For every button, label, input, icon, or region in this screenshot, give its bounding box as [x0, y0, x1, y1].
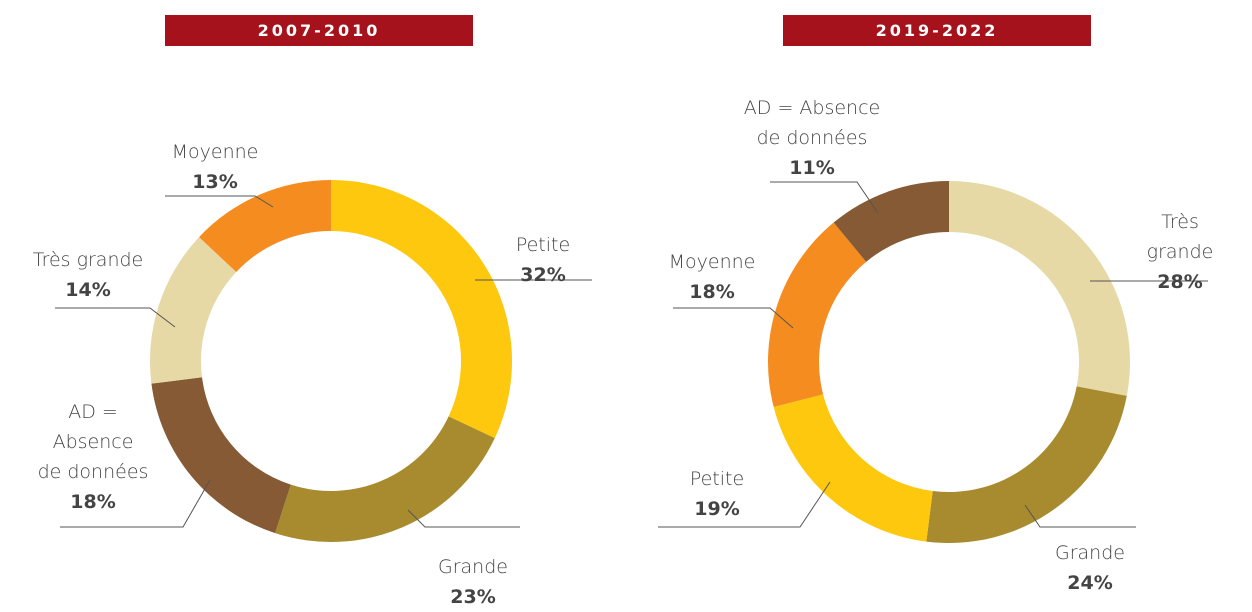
leader-line	[673, 307, 794, 329]
segment-label: Moyenne 13%	[172, 137, 259, 197]
donut-segment	[773, 394, 933, 542]
value-label: 32%	[520, 264, 566, 286]
segment-label: Petite 32%	[516, 230, 570, 290]
segment-label: Moyenne 18%	[669, 247, 756, 307]
category-label: Petite	[689, 468, 745, 490]
charts	[55, 180, 1208, 543]
segment-label: Très grande 14%	[33, 245, 143, 305]
donut-segment	[151, 377, 291, 534]
category-label: AD = Absence de données	[37, 401, 149, 483]
category-label: Grande	[438, 556, 508, 578]
donut-segment	[331, 180, 512, 439]
donut-segment	[199, 180, 331, 273]
value-label: 28%	[1157, 271, 1203, 293]
value-label: 13%	[192, 171, 238, 193]
value-label: 19%	[694, 498, 740, 520]
category-label: Moyenne	[668, 251, 756, 273]
value-label: 18%	[689, 281, 735, 303]
segment-label: Grande 23%	[438, 552, 508, 612]
value-label: 23%	[450, 586, 496, 608]
value-label: 24%	[1067, 572, 1113, 594]
segment-label: Grande 24%	[1055, 538, 1125, 598]
category-label: Moyenne	[171, 141, 259, 163]
leader-line	[407, 509, 520, 528]
donut-segment	[926, 386, 1127, 543]
segment-label: Très grande 28%	[1144, 207, 1216, 297]
value-label: 14%	[65, 279, 111, 301]
segment-label: Petite 19%	[690, 464, 744, 524]
chart-title: 2019-2022	[783, 15, 1091, 46]
leader-line	[658, 481, 831, 528]
segment-label: AD = Absence de données 18%	[38, 397, 149, 517]
chart-title: 2007-2010	[165, 15, 473, 46]
donut-segment	[768, 222, 867, 408]
value-label: 18%	[70, 491, 116, 513]
donut-segment	[833, 181, 949, 262]
donut-segment	[275, 416, 495, 542]
donut-segment	[949, 181, 1130, 396]
value-label: 11%	[789, 157, 835, 179]
leader-line	[1024, 504, 1136, 528]
segment-label: AD = Absence de données 11%	[744, 93, 880, 183]
leader-line	[770, 181, 879, 214]
category-label: Très grande	[32, 249, 144, 271]
leader-line	[165, 195, 274, 208]
category-label: AD = Absence de données	[743, 97, 881, 149]
category-label: Petite	[515, 234, 571, 256]
leader-line	[60, 479, 211, 528]
donut-segment	[150, 237, 237, 384]
page: 2007-2010 Petite 32% Grande 23% AD = Absence …	[33, 15, 1216, 608]
leader-line	[55, 307, 176, 328]
category-label: Grande	[1055, 542, 1125, 564]
category-label: Très grande	[1146, 211, 1214, 263]
